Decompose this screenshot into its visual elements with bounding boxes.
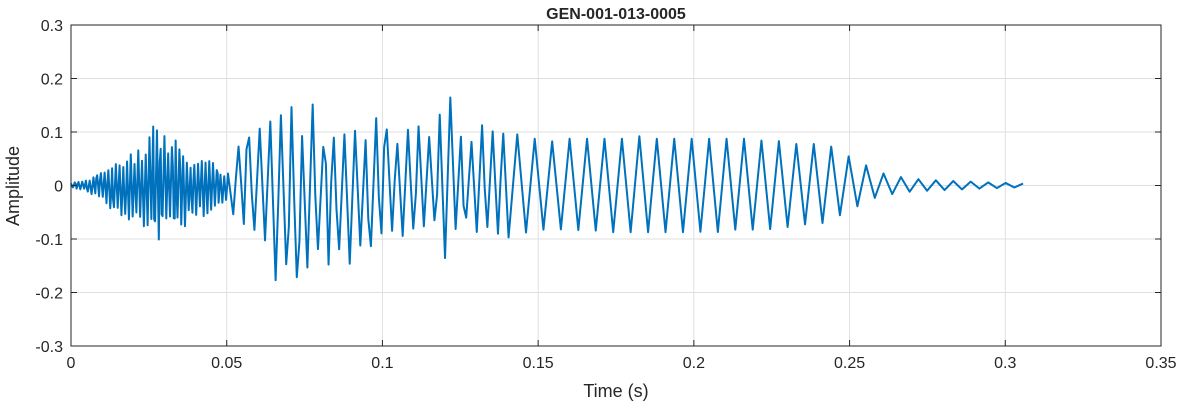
x-tick-label: 0.25 bbox=[834, 355, 865, 372]
x-tick-label: 0.35 bbox=[1145, 355, 1176, 372]
x-tick-label: 0.1 bbox=[371, 355, 393, 372]
y-tick-label: -0.2 bbox=[35, 286, 63, 303]
y-tick-label: -0.3 bbox=[35, 339, 63, 356]
y-tick-label: -0.1 bbox=[35, 232, 63, 249]
waveform-series bbox=[70, 96, 1024, 282]
x-tick-label: 0 bbox=[67, 355, 76, 372]
x-axis-ticks: 0 0.05 0.1 0.15 0.2 0.25 0.3 0.35 bbox=[67, 25, 1177, 372]
chart-title: GEN-001-013-0005 bbox=[546, 6, 686, 23]
x-tick-label: 0.3 bbox=[994, 355, 1016, 372]
waveform-line bbox=[70, 96, 1024, 282]
x-tick-label: 0.2 bbox=[683, 355, 705, 372]
y-tick-label: 0.3 bbox=[41, 18, 63, 35]
y-tick-label: 0.2 bbox=[41, 72, 63, 89]
y-axis-label: Amplitude bbox=[3, 146, 23, 226]
y-tick-label: 0 bbox=[54, 179, 63, 196]
x-tick-label: 0.15 bbox=[523, 355, 554, 372]
y-tick-label: 0.1 bbox=[41, 125, 63, 142]
x-axis-label: Time (s) bbox=[583, 381, 648, 401]
y-axis-ticks: -0.3 -0.2 -0.1 0 0.1 0.2 0.3 bbox=[35, 18, 1161, 356]
x-tick-label: 0.05 bbox=[211, 355, 242, 372]
